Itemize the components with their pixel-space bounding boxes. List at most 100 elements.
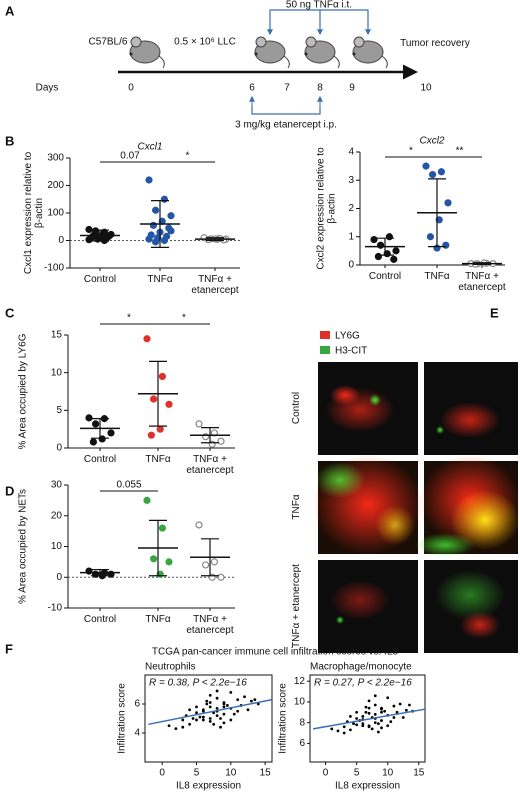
data-point xyxy=(195,711,198,715)
y-tick-label: 6 xyxy=(299,738,305,749)
data-point xyxy=(364,710,368,714)
data-point xyxy=(435,216,443,224)
chart-title: Cxcl1 xyxy=(137,142,162,153)
annotation: R = 0.27, P < 2.2e−16 xyxy=(314,678,412,689)
data-point xyxy=(367,706,371,710)
data-point xyxy=(370,235,378,244)
data-point xyxy=(217,573,225,581)
data-point xyxy=(390,255,398,263)
data-point xyxy=(386,724,390,728)
x-tick-label-box: Control xyxy=(84,274,116,285)
x-tick-label: Control xyxy=(83,614,117,625)
data-point xyxy=(361,722,365,726)
data-point xyxy=(205,699,209,703)
data-point xyxy=(380,726,383,730)
y-tick-label: 15 xyxy=(51,330,63,341)
x-tick-label-box: TNFα + etanercept xyxy=(186,614,233,636)
x-tick-label: TNFα xyxy=(145,614,171,625)
y-tick-label: 6 xyxy=(134,699,140,710)
day-label: 6 xyxy=(249,83,255,94)
data-point xyxy=(208,717,212,720)
x-tick-label: 0 xyxy=(159,768,165,779)
data-point xyxy=(222,712,226,716)
data-point xyxy=(191,717,195,720)
data-point xyxy=(229,718,233,722)
data-point xyxy=(355,717,359,720)
panel-label: D xyxy=(5,483,14,498)
data-point xyxy=(392,247,400,255)
data-point xyxy=(145,176,153,184)
panel-title: TCGA pan-cancer immune cell infiltration… xyxy=(152,647,399,658)
data-point xyxy=(156,425,164,433)
data-point xyxy=(181,725,185,729)
x-tick-label: Control xyxy=(368,271,402,282)
data-point xyxy=(361,715,365,718)
endpoint: Tumor recovery xyxy=(400,38,470,49)
y-tick-label: 300 xyxy=(47,153,64,164)
data-point xyxy=(373,703,377,707)
data-point xyxy=(167,227,175,235)
y-axis-label-box: Cxcl2 expression relative to β-actin xyxy=(315,147,337,269)
panel-label: E xyxy=(490,305,499,320)
y-tick-label: -10 xyxy=(48,603,63,614)
data-point xyxy=(385,233,393,241)
data-point xyxy=(364,705,368,709)
y-tick-label: 4 xyxy=(134,728,140,739)
data-point xyxy=(361,724,365,728)
data-point xyxy=(422,162,430,170)
data-point xyxy=(380,707,383,711)
y-axis-label-box: % Area occupied by NETs xyxy=(17,488,28,605)
mouse-icon xyxy=(352,36,388,69)
data-point xyxy=(174,727,178,731)
data-point xyxy=(444,199,452,207)
data-point xyxy=(336,729,340,733)
significance-label: 0.07 xyxy=(120,151,140,162)
significance-label: * xyxy=(186,151,190,162)
data-point xyxy=(208,693,212,697)
data-point xyxy=(256,702,260,706)
x-tick-label: TNFα xyxy=(424,271,450,282)
data-point xyxy=(246,708,250,712)
x-tick-label: 5 xyxy=(354,768,360,779)
plot-frame xyxy=(309,674,426,763)
data-point xyxy=(150,395,158,403)
significance-label: * xyxy=(182,313,186,324)
x-tick-label-box: Control xyxy=(83,614,117,625)
marker-legend: LY6G xyxy=(335,331,360,342)
y-axis-label: % Area occupied by NETs xyxy=(17,488,28,605)
x-tick-label: TNFα + etanercept xyxy=(186,454,234,476)
data-point xyxy=(225,704,229,707)
day-label: 0 xyxy=(128,83,134,94)
x-tick-label-box: TNFα xyxy=(424,271,450,282)
y-tick-label: -100 xyxy=(44,263,64,274)
data-point xyxy=(98,435,106,443)
x-tick-label-box: TNFα xyxy=(145,454,170,465)
data-point xyxy=(429,171,437,179)
data-point xyxy=(380,719,383,722)
marker-legend: H3-CIT xyxy=(335,346,367,357)
x-tick-label: TNFα + etanercept xyxy=(191,274,239,296)
condition-label: TNFα + etanercept xyxy=(291,564,302,648)
data-point xyxy=(215,714,219,717)
data-point xyxy=(442,241,450,249)
data-point xyxy=(195,718,198,722)
chart-title: Neutrophils xyxy=(145,662,196,673)
y-tick-label: 2 xyxy=(348,203,354,214)
data-point xyxy=(373,694,377,698)
x-axis-label: IL8 expression xyxy=(176,781,241,792)
x-tick-label: TNFα xyxy=(147,274,173,285)
data-point xyxy=(160,236,168,245)
y-tick-label: 0 xyxy=(56,443,62,454)
y-tick-label: 1 xyxy=(348,231,354,242)
microscopy-panel xyxy=(313,331,520,653)
legend-swatch xyxy=(320,346,330,354)
panel-label: B xyxy=(5,133,14,148)
data-point xyxy=(342,731,346,735)
condition-label: TNFα xyxy=(291,494,302,520)
data-point xyxy=(437,168,445,176)
data-point xyxy=(373,721,377,725)
data-point xyxy=(376,722,380,726)
x-tick-label: 10 xyxy=(382,768,394,779)
data-point xyxy=(201,715,205,719)
data-point xyxy=(222,702,226,706)
